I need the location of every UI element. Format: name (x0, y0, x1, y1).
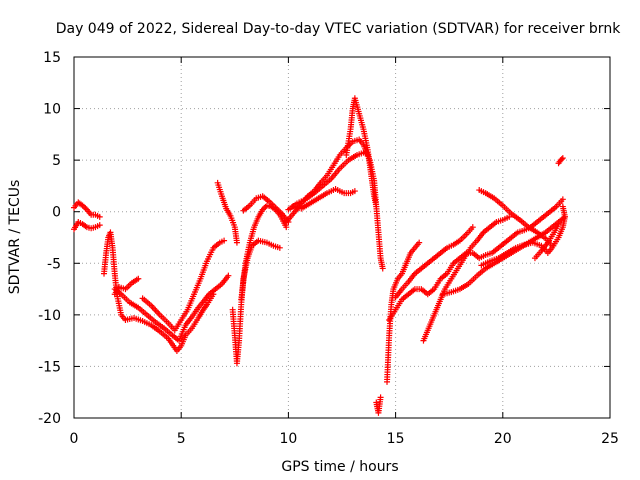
data-point (559, 196, 566, 203)
data-point (96, 213, 103, 220)
series-track-p (384, 239, 423, 385)
tick-labels: 0 5 10 15 20 25 -20 -15 -10 -5 0 5 10 15 (38, 50, 619, 447)
chart-title: Day 049 of 2022, Sidereal Day-to-day VTE… (56, 21, 621, 37)
series-track-b (71, 219, 103, 233)
data-point (379, 265, 386, 272)
data-point (416, 239, 423, 246)
y-tick-label: 15 (43, 50, 61, 66)
series-track-s (420, 213, 513, 344)
data-point (96, 222, 103, 229)
y-tick-label: -5 (47, 256, 61, 272)
x-tick-label: 15 (387, 431, 405, 447)
series-track-c (101, 229, 217, 354)
data-point (555, 221, 562, 228)
data-point (225, 272, 232, 279)
data-point (559, 203, 566, 210)
grid-lines (74, 57, 610, 418)
data-point (469, 224, 476, 231)
axis-ticks (73, 56, 611, 419)
series-track-u (476, 187, 556, 249)
y-tick-label: -20 (38, 411, 61, 427)
x-tick-label: 5 (177, 431, 186, 447)
y-tick-label: -10 (38, 308, 61, 324)
series-track-x (555, 155, 566, 167)
data-point (377, 394, 384, 401)
data-point (221, 237, 228, 244)
data-point (559, 155, 566, 162)
series-track-o (373, 394, 384, 416)
y-tick-label: 10 (43, 102, 61, 118)
series-track-m (289, 186, 358, 212)
series-track-g (214, 179, 240, 246)
series-track-r (392, 224, 476, 301)
series-track-l (285, 148, 386, 272)
x-tick-label: 0 (70, 431, 79, 447)
series-track-f (139, 237, 228, 334)
series-track-n (343, 95, 380, 210)
data-point (233, 239, 240, 246)
data-point (351, 188, 358, 195)
series-track-j (240, 193, 292, 226)
data-markers (71, 95, 568, 416)
data-point (135, 275, 142, 282)
plot-frame (73, 56, 611, 419)
y-axis-label: SDTVAR / TECUs (7, 180, 23, 295)
data-point (276, 244, 283, 251)
x-tick-label: 20 (494, 431, 512, 447)
x-tick-label: 10 (279, 431, 297, 447)
series-track-w (531, 221, 562, 262)
y-tick-label: 5 (52, 153, 61, 169)
x-axis-label: GPS time / hours (281, 459, 398, 475)
series-track-e (111, 275, 142, 298)
data-point (283, 224, 290, 231)
x-tick-label: 25 (601, 431, 619, 447)
series-track-a (71, 199, 103, 220)
data-point (558, 156, 565, 163)
data-point (373, 203, 380, 210)
y-tick-label: 0 (52, 205, 61, 221)
series-track-h (229, 237, 283, 367)
y-tick-label: -15 (38, 359, 61, 375)
